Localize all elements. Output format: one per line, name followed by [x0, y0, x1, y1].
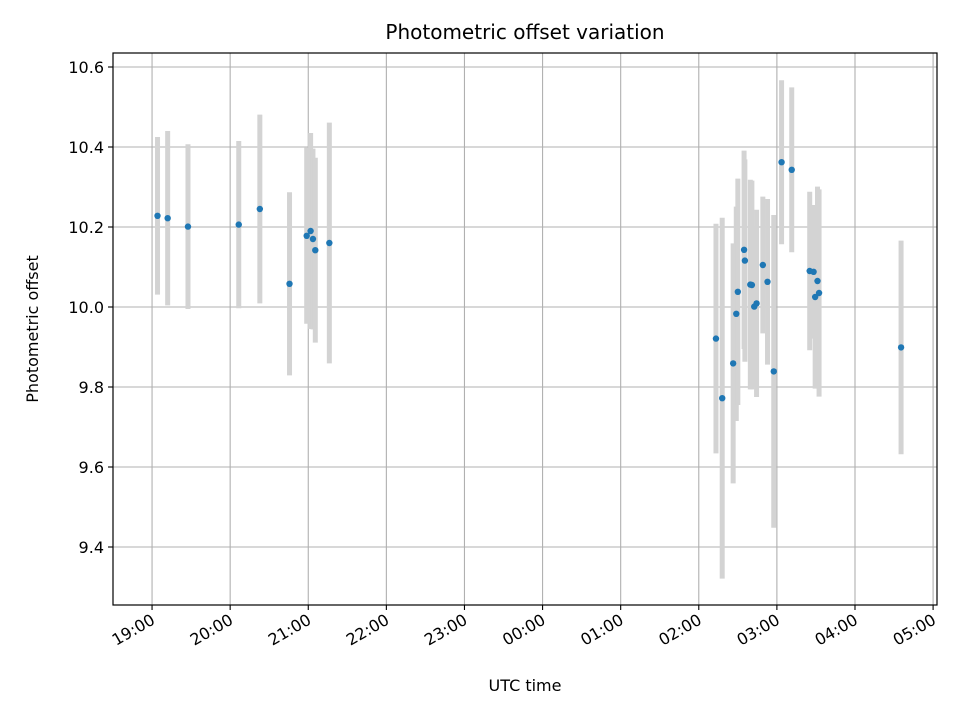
data-point: [788, 166, 795, 173]
data-point: [815, 289, 823, 297]
data-point: [770, 368, 777, 375]
data-point: [814, 277, 821, 285]
data-points: [154, 159, 905, 402]
data-point: [235, 221, 242, 228]
data-point: [764, 278, 771, 285]
data-point: [154, 212, 161, 219]
y-tick-label: 10.2: [68, 218, 104, 237]
y-tick-label: 10.0: [68, 298, 104, 317]
y-tick-label: 10.6: [68, 58, 104, 77]
data-point: [326, 239, 333, 247]
data-point: [712, 335, 720, 342]
data-point: [778, 159, 785, 166]
data-point: [286, 280, 293, 287]
y-tick-label: 9.6: [79, 458, 104, 477]
data-point: [748, 281, 756, 289]
data-point: [307, 227, 314, 235]
data-point: [741, 257, 749, 264]
data-point: [753, 300, 760, 307]
data-point: [256, 205, 264, 213]
chart-title: Photometric offset variation: [385, 20, 664, 44]
y-tick-label: 10.4: [68, 138, 104, 157]
y-axis-label: Photometric offset: [23, 255, 42, 403]
y-tick-label: 9.4: [79, 538, 104, 557]
data-point: [303, 232, 310, 239]
data-point: [312, 247, 319, 254]
data-point: [740, 246, 748, 253]
y-axis-ticks: 9.4 9.6 9.8 10.0 10.2 10.4 10.6: [68, 58, 113, 557]
x-axis-label: UTC time: [489, 676, 562, 695]
data-point: [733, 310, 740, 317]
data-point: [184, 223, 192, 230]
data-point: [734, 288, 742, 295]
plot-frame: [112, 52, 938, 606]
data-point: [759, 261, 767, 269]
y-tick-label: 9.8: [79, 378, 104, 397]
data-point: [729, 360, 737, 367]
data-point: [897, 344, 905, 351]
data-point: [164, 215, 171, 222]
data-point: [811, 293, 819, 301]
data-point: [309, 235, 317, 243]
data-point: [810, 268, 817, 275]
data-point: [719, 395, 726, 402]
